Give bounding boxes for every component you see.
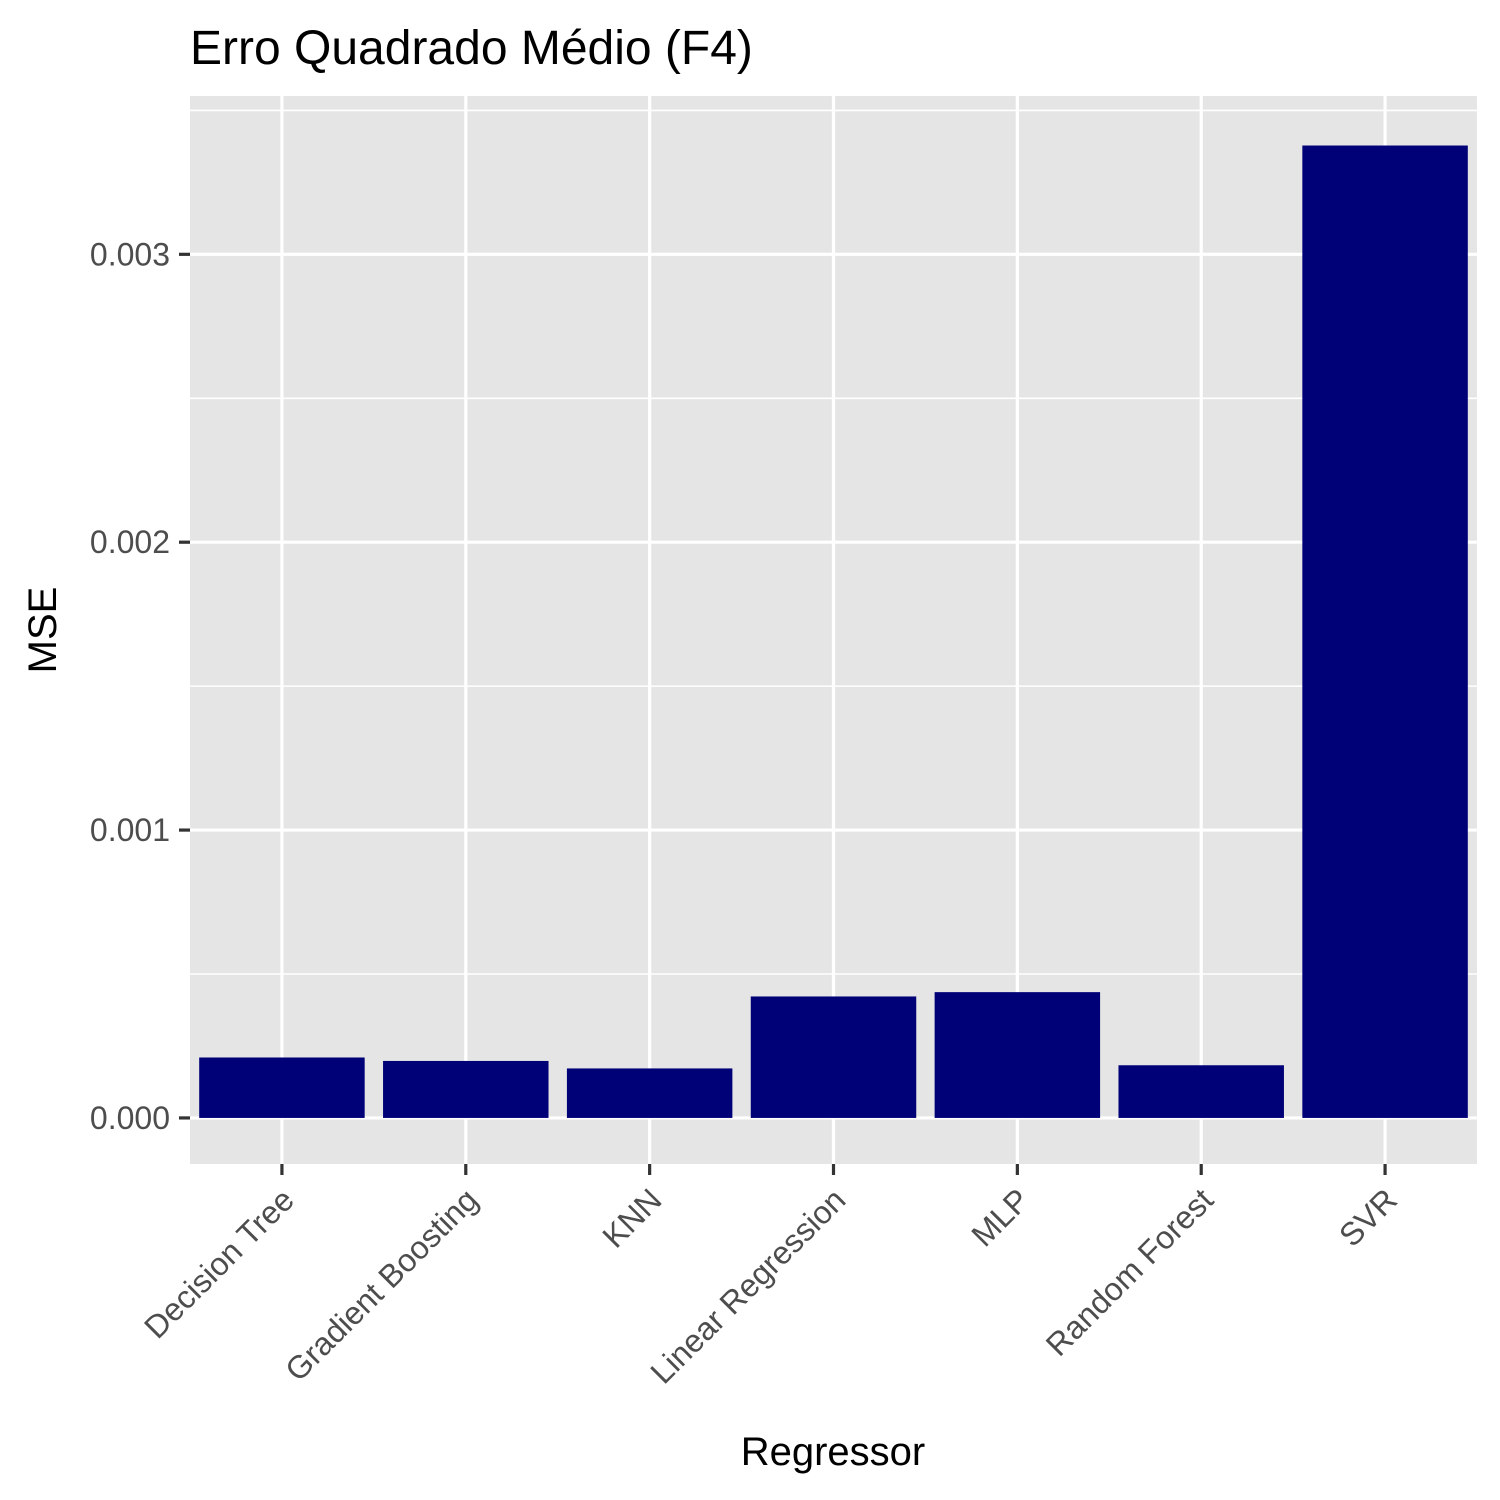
y-axis: 0.000 0.001 0.002 0.003 bbox=[90, 236, 190, 1136]
y-axis-title: MSE bbox=[21, 587, 65, 674]
chart-title: Erro Quadrado Médio (F4) bbox=[190, 22, 753, 75]
bar bbox=[934, 992, 1101, 1118]
bar bbox=[1302, 145, 1468, 1118]
x-tick-label: KNN bbox=[595, 1181, 668, 1254]
x-tick-label: Linear Regression bbox=[643, 1181, 852, 1390]
x-tick-label: Decision Tree bbox=[137, 1181, 301, 1345]
x-tick-label: MLP bbox=[964, 1181, 1036, 1253]
bar bbox=[566, 1068, 733, 1118]
x-tick-label: Random Forest bbox=[1039, 1181, 1220, 1362]
x-tick-label: SVR bbox=[1332, 1181, 1404, 1253]
y-tick-label: 0.003 bbox=[90, 236, 170, 272]
x-axis-title: Regressor bbox=[741, 1430, 926, 1474]
y-tick-label: 0.002 bbox=[90, 524, 170, 560]
x-tick-label: Gradient Boosting bbox=[278, 1181, 485, 1388]
bar bbox=[750, 996, 917, 1118]
bar bbox=[1118, 1065, 1284, 1118]
y-tick-label: 0.001 bbox=[90, 812, 170, 848]
y-tick-label: 0.000 bbox=[90, 1100, 170, 1136]
bar bbox=[383, 1060, 549, 1118]
bars bbox=[199, 145, 1468, 1118]
bar bbox=[199, 1057, 365, 1118]
